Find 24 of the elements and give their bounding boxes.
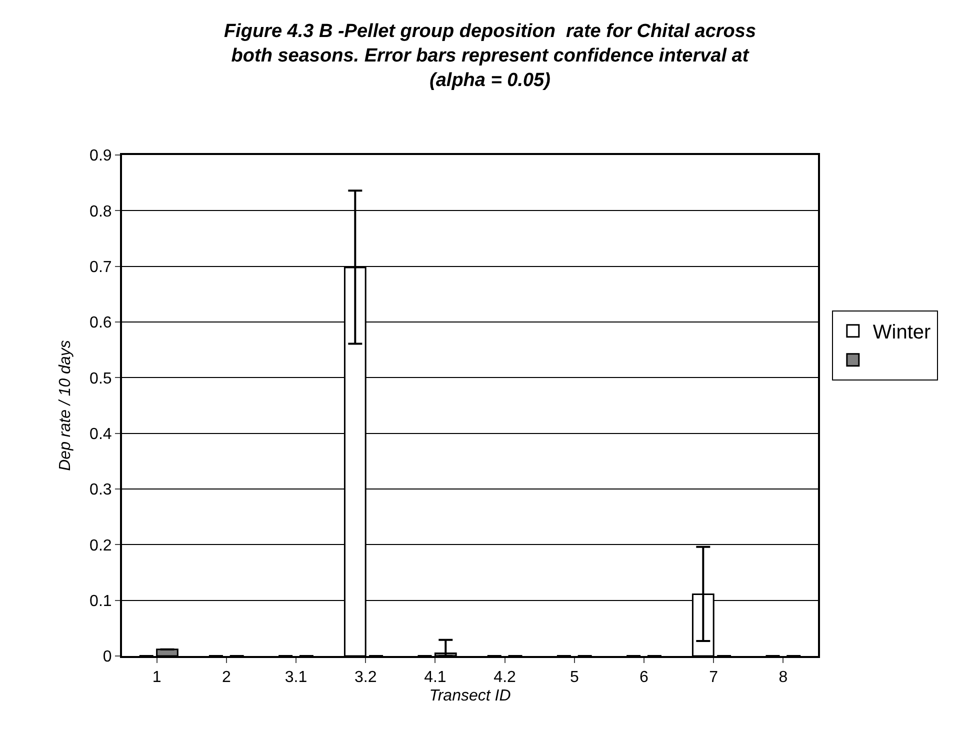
x-tick-label: 8 [778,669,788,686]
x-tick-label: 4.1 [424,669,446,686]
y-tick-label: 0.7 [90,258,112,276]
x-tick-label: 3.1 [284,669,308,686]
x-tick-label: 1 [152,669,162,686]
y-tick-label: 0.9 [90,148,112,165]
chart-title: Figure 4.3 B -Pellet group deposition rate for Chital across both seasons. Error bars represent confidence interval at (alpha = 0.05) [224,20,756,92]
x-tick-label: 3.2 [354,669,377,686]
x-axis-title: Transect ID [429,687,512,704]
y-tick-label: 0.3 [90,482,112,499]
x-tick-label: 2 [222,669,231,686]
y-tick-label: 0.5 [90,370,112,388]
y-tick-label: 0.4 [90,426,112,443]
x-tick-label: 7 [709,669,718,686]
y-tick-label: 0.6 [90,314,112,332]
x-tick-label: 4.2 [494,669,516,686]
y-tick-label: 0.2 [90,537,112,554]
y-tick-label: 0.8 [90,203,112,220]
y-tick-label: 0 [102,648,112,666]
x-tick-label: 6 [640,669,649,686]
y-axis-title: Dep rate / 10 days [56,340,74,471]
legend-label: Winter [872,322,932,344]
y-tick-label: 0.1 [90,592,112,610]
x-tick-label: 5 [570,669,579,686]
